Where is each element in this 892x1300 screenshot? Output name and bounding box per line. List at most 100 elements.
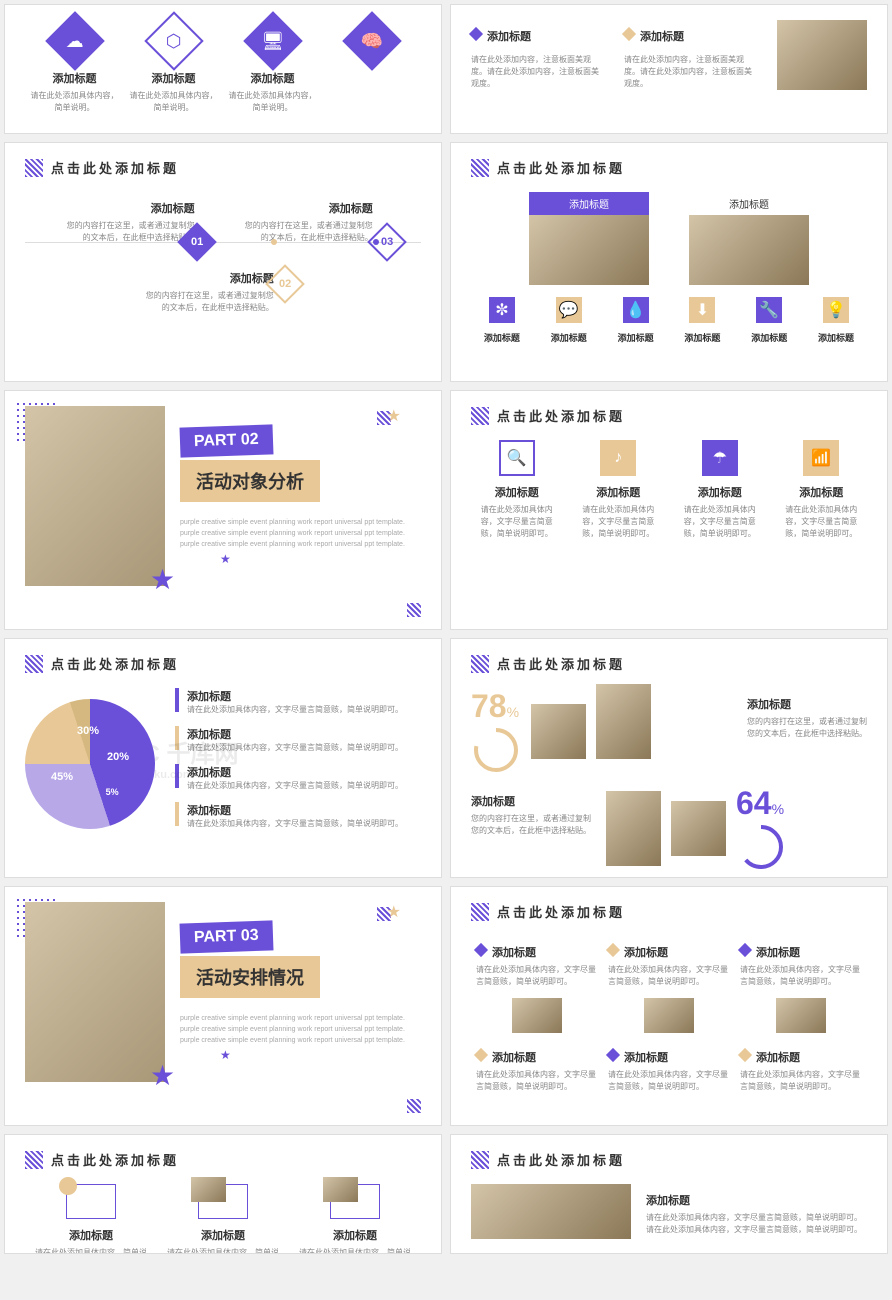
item-title: 添加标题: [756, 1049, 800, 1065]
item-title: 添加标题: [471, 793, 591, 809]
item-desc: 请在此处添加内容，注意板面美观度。请在此处添加内容，注意板面美观度。: [471, 54, 604, 90]
item-title: 添加标题: [187, 726, 403, 742]
item-title: 添加标题: [30, 1227, 152, 1243]
slide-two-col: 添加标题 请在此处添加内容，注意板面美观度。请在此处添加内容，注意板面美观度。 …: [450, 4, 888, 134]
step-number: 03: [381, 236, 393, 248]
item-title: 添加标题: [65, 200, 195, 216]
percentage-value: 78: [471, 688, 507, 724]
section-header: 点击此处添加标题: [497, 1150, 625, 1169]
item-desc: 请在此处添加具体内容，文字尽量言简意赅，简单说明即可。: [740, 964, 862, 988]
slide-image-text: 点击此处添加标题 添加标题 请在此处添加具体内容，文字尽量言简意赅，简单说明即可…: [450, 1134, 888, 1254]
item-desc: 请在此处添加具体内容，简单说明。: [30, 1247, 152, 1254]
item-title: 添加标题: [243, 200, 373, 216]
item-desc: 请在此处添加具体内容，文字尽量言简意赅，简单说明即可。: [608, 964, 730, 988]
item-title: 添加标题: [610, 331, 662, 344]
header-icon: [471, 903, 489, 921]
item-desc: 请在此处添加具体内容，文字尽量言简意赅，简单说明即可。: [476, 964, 598, 988]
image-placeholder: [689, 215, 809, 285]
part-title: 活动对象分析: [180, 460, 320, 502]
image-placeholder: [531, 704, 586, 759]
section-header: 点击此处添加标题: [51, 654, 179, 673]
percentage-value: 64: [736, 785, 772, 821]
part-badge: PART 02: [180, 424, 274, 457]
slide-part-divider: PART 03 活动安排情况 purple creative simple ev…: [4, 886, 442, 1126]
image-placeholder: [471, 1184, 631, 1239]
item-title: 添加标题: [646, 1192, 867, 1208]
item-desc: 请在此处添加具体内容，简单说明。: [30, 90, 119, 114]
part-title: 活动安排情况: [180, 956, 320, 998]
item-title: 添加标题: [743, 331, 795, 344]
item-title: 添加标题: [187, 688, 403, 704]
item-desc: 请在此处添加具体内容，简单说明。: [294, 1247, 416, 1254]
pie-chart: 45% 30% 20% 5%: [25, 699, 155, 829]
item-desc: 请在此处添加具体内容，文字尽量言简意赅，简单说明即可。: [781, 504, 863, 540]
item-title: 添加标题: [144, 270, 274, 286]
item-desc: 请在此处添加具体内容，文字尽量言简意赅，简单说明即可。: [187, 780, 403, 792]
slide-percentages: 点击此处添加标题 78% 添加标题 您的内容打在这里，或者通过复制您的文本后，在…: [450, 638, 888, 878]
image-placeholder: [777, 20, 867, 90]
item-title: 添加标题: [810, 331, 862, 344]
image-placeholder: [776, 998, 826, 1033]
slide-icons-row: ☁ 添加标题 请在此处添加具体内容，简单说明。 ⬡ 添加标题 请在此处添加具体内…: [4, 4, 442, 134]
slide-timeline: 点击此处添加标题 添加标题 您的内容打在这里，或者通过复制您的文本后，在此框中选…: [4, 142, 442, 382]
slide-four-icons: 点击此处添加标题 🔍 添加标题 请在此处添加具体内容，文字尽量言简意赅，简单说明…: [450, 390, 888, 630]
icon-item: ☁ 添加标题 请在此处添加具体内容，简单说明。: [25, 20, 124, 114]
section-header: 点击此处添加标题: [497, 158, 625, 177]
icon-item: 🧠: [322, 20, 421, 114]
image-placeholder: [512, 998, 562, 1033]
section-image: [25, 902, 165, 1082]
item-title: 添加标题: [476, 484, 558, 500]
part-desc: purple creative simple event planning wo…: [180, 517, 421, 551]
item-desc: 请在此处添加具体内容，简单说明。: [162, 1247, 284, 1254]
item-desc: 请在此处添加具体内容，文字尽量言简意赅，简单说明即可。: [476, 504, 558, 540]
image-label: 添加标题: [529, 192, 649, 215]
item-title: 添加标题: [543, 331, 595, 344]
slide-pie-chart: 点击此处添加标题 IC 千库网588ku.com 45% 30% 20% 5% …: [4, 638, 442, 878]
item-desc: 请在此处添加具体内容，文字尽量言简意赅，简单说明即可。: [187, 818, 403, 830]
item-desc: 请在此处添加具体内容，文字尽量言简意赅，简单说明即可。: [187, 704, 403, 716]
header-icon: [471, 159, 489, 177]
image-label: 添加标题: [689, 192, 809, 215]
item-title: 添加标题: [476, 331, 528, 344]
image-placeholder: [671, 801, 726, 856]
pie-label: 45%: [51, 771, 73, 783]
slide-part-divider: PART 02 活动对象分析 purple creative simple ev…: [4, 390, 442, 630]
icon-item: 🖥 添加标题 请在此处添加具体内容，简单说明。: [223, 20, 322, 114]
item-title: 添加标题: [624, 944, 668, 960]
item-title: 添加标题: [756, 944, 800, 960]
item-title: 添加标题: [624, 1049, 668, 1065]
item-title: 添加标题: [492, 944, 536, 960]
part-badge: PART 03: [180, 920, 274, 953]
item-desc: 请在此处添加具体内容，简单说明。: [129, 90, 218, 114]
item-title: 添加标题: [492, 1049, 536, 1065]
header-icon: [471, 1151, 489, 1169]
item-desc: 您的内容打在这里，或者通过复制您的文本后，在此框中选择粘贴。: [65, 220, 195, 244]
slide-three-boxes: 点击此处添加标题 添加标题 请在此处添加具体内容，简单说明。 添加标题 请在此处…: [4, 1134, 442, 1254]
image-placeholder: [596, 684, 651, 759]
section-header: 点击此处添加标题: [51, 1150, 179, 1169]
item-desc: 您的内容打在这里，或者通过复制您的文本后，在此框中选择粘贴。: [471, 813, 591, 837]
item-desc: 请在此处添加具体内容，文字尽量言简意赅，简单说明即可。请在此处添加具体内容，文字…: [646, 1212, 867, 1236]
header-icon: [471, 407, 489, 425]
item-desc: 请在此处添加具体内容，简单说明。: [228, 90, 317, 114]
item-desc: 您的内容打在这里，或者通过复制您的文本后，在此框中选择粘贴。: [243, 220, 373, 244]
pie-label: 20%: [107, 751, 129, 763]
item-title: 添加标题: [578, 484, 660, 500]
image-placeholder: [606, 791, 661, 866]
item-title: 添加标题: [294, 1227, 416, 1243]
item-title: 添加标题: [30, 70, 119, 86]
item-desc: 请在此处添加内容，注意板面美观度。请在此处添加内容，注意板面美观度。: [624, 54, 757, 90]
image-placeholder: [529, 215, 649, 285]
item-desc: 请在此处添加具体内容，文字尽量言简意赅，简单说明即可。: [679, 504, 761, 540]
pie-label: 5%: [106, 787, 119, 797]
item-desc: 您的内容打在这里，或者通过复制您的文本后，在此框中选择粘贴。: [747, 716, 867, 740]
header-icon: [25, 655, 43, 673]
item-title: 添加标题: [129, 70, 218, 86]
section-image: [25, 406, 165, 586]
header-icon: [25, 159, 43, 177]
part-desc: purple creative simple event planning wo…: [180, 1013, 421, 1047]
item-title: 添加标题: [640, 28, 684, 44]
pie-label: 30%: [77, 725, 99, 737]
section-header: 点击此处添加标题: [497, 654, 625, 673]
item-desc: 请在此处添加具体内容，文字尽量言简意赅，简单说明即可。: [740, 1069, 862, 1093]
